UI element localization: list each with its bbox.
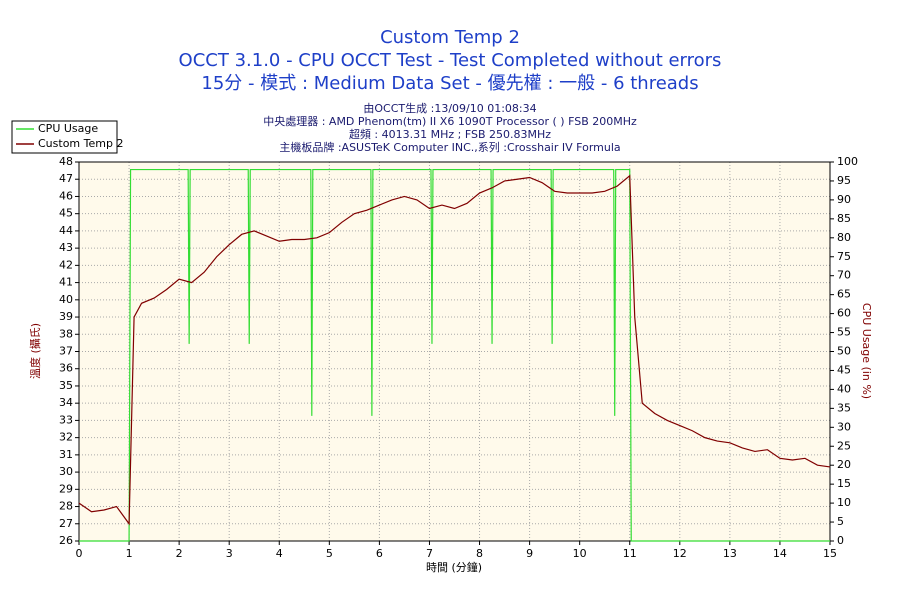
y-tick-label: 26 [59,534,73,547]
legend-label: Custom Temp 2 [38,137,123,150]
x-tick-label: 14 [773,547,787,560]
chart-title: Custom Temp 2 [380,27,520,48]
y2-tick-label: 35 [837,401,851,414]
y2-tick-label: 10 [837,496,851,509]
y-tick-label: 48 [59,155,73,168]
y2-tick-label: 85 [837,212,851,225]
y-tick-label: 35 [59,379,73,392]
y-tick-label: 46 [59,189,73,202]
x-tick-label: 9 [526,547,533,560]
y-tick-label: 45 [59,207,73,220]
y2-tick-label: 90 [837,193,851,206]
y2-tick-label: 30 [837,420,851,433]
y-tick-label: 29 [59,482,73,495]
y2-tick-label: 95 [837,174,851,187]
y-tick-label: 33 [59,413,73,426]
x-tick-label: 0 [76,547,83,560]
x-tick-label: 13 [723,547,737,560]
y2-tick-label: 20 [837,458,851,471]
y-tick-label: 44 [59,224,73,237]
legend [11,120,118,154]
y2-tick-label: 40 [837,382,851,395]
x-tick-label: 8 [476,547,483,560]
y2-tick-label: 80 [837,231,851,244]
x-tick-label: 11 [623,547,637,560]
y2-axis-label: CPU Usage (in %) [860,303,873,399]
y2-tick-label: 70 [837,269,851,282]
y-axis-label: 溫度 (攝氏) [28,323,42,379]
data-line [78,174,831,526]
x-tick-label: 12 [673,547,687,560]
y-tick-label: 39 [59,310,73,323]
y2-tick-label: 50 [837,345,851,358]
data-line [79,168,830,542]
y-tick-label: 28 [59,500,73,513]
y-tick-label: 43 [59,241,73,254]
info-line: 中央處理器 : AMD Phenom(tm) II X6 1090T Proce… [263,114,637,128]
legend-label: CPU Usage [38,122,98,135]
chart-subtitle: OCCT 3.1.0 - CPU OCCT Test - Test Comple… [179,50,722,71]
x-tick-label: 7 [426,547,433,560]
y-tick-label: 36 [59,362,73,375]
y-tick-label: 34 [59,396,73,409]
y-tick-label: 27 [59,517,73,530]
info-line: 超頻 : 4013.31 MHz ; FSB 250.83MHz [349,127,551,141]
y2-tick-label: 45 [837,363,851,376]
chart-subtitle: 15分 - 模式 : Medium Data Set - 優先權 : 一般 - … [201,73,698,94]
y2-tick-label: 100 [837,155,858,168]
y2-tick-label: 5 [837,515,844,528]
y-tick-label: 42 [59,258,73,271]
info-line: 由OCCT生成 :13/09/10 01:08:34 [363,101,536,115]
y2-tick-label: 60 [837,307,851,320]
x-tick-label: 15 [823,547,837,560]
y-tick-label: 31 [59,448,73,461]
y-tick-label: 40 [59,293,73,306]
x-tick-label: 10 [573,547,587,560]
y-tick-label: 30 [59,465,73,478]
y2-tick-label: 25 [837,439,851,452]
y-tick-label: 47 [59,172,73,185]
x-tick-label: 6 [376,547,383,560]
y2-tick-label: 0 [837,534,844,547]
x-tick-label: 2 [176,547,183,560]
y-tick-label: 32 [59,431,73,444]
y2-tick-label: 65 [837,288,851,301]
info-line: 主機板品牌 :ASUSTeK Computer INC.,系列 :Crossha… [279,140,620,154]
x-tick-label: 4 [276,547,283,560]
y2-tick-label: 15 [837,477,851,490]
x-tick-label: 5 [326,547,333,560]
x-tick-label: 3 [226,547,233,560]
y2-tick-label: 55 [837,326,851,339]
y-tick-label: 37 [59,345,73,358]
x-tick-label: 1 [126,547,133,560]
plot-frame [78,161,831,542]
x-axis-label: 時間 (分鐘) [426,560,482,574]
y-tick-label: 41 [59,276,73,289]
y-tick-label: 38 [59,327,73,340]
y2-tick-label: 75 [837,250,851,263]
